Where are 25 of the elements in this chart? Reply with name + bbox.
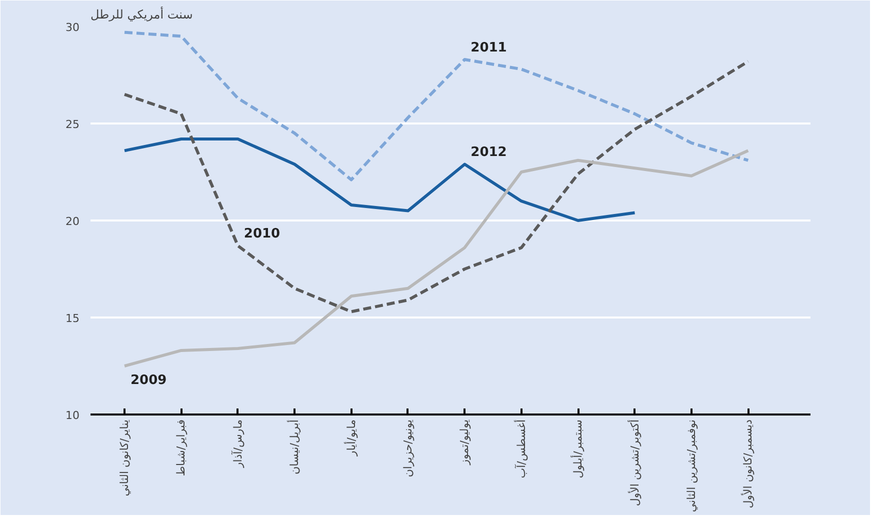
line-series [123, 30, 750, 182]
line-series [123, 60, 750, 314]
y-tick-label: 20 [66, 215, 80, 228]
x-tick-label: نوفمبر/تشرين الثاني [684, 420, 698, 512]
series-label: 2011 [470, 40, 507, 56]
x-tick-label: أكتوبر/تشرين الأول [627, 419, 642, 506]
x-tick-label: مايو/أيار [344, 419, 358, 457]
x-tick-label: فبراير/شباط [174, 419, 188, 476]
x-tick-label: أبريل/نيسان [287, 419, 302, 474]
series-label: 2010 [244, 226, 280, 242]
x-tick-label: سبتمبر/أيلول [570, 419, 585, 478]
x-tick-label: أغسطس/آب [514, 419, 528, 478]
y-tick-label: 15 [66, 312, 80, 325]
x-tick-label: يناير/كانون الثاني [118, 419, 132, 496]
line-series [123, 138, 636, 222]
y-tick-label: 10 [66, 409, 80, 422]
x-tick-label: ديسمبر/كانون الأول [740, 419, 755, 508]
series-label: 2012 [470, 145, 507, 160]
x-tick-label: يوليو/تموز [458, 419, 472, 466]
series-label: 2009 [130, 373, 167, 388]
y-tick-label: 25 [66, 118, 80, 131]
y-axis-title: سنت أمريكي للرطل [90, 6, 193, 22]
x-tick-label: مارس/آذار [230, 419, 244, 469]
y-tick-label: 30 [66, 21, 80, 34]
x-tick-label: يونيو/حزيران [401, 419, 414, 478]
